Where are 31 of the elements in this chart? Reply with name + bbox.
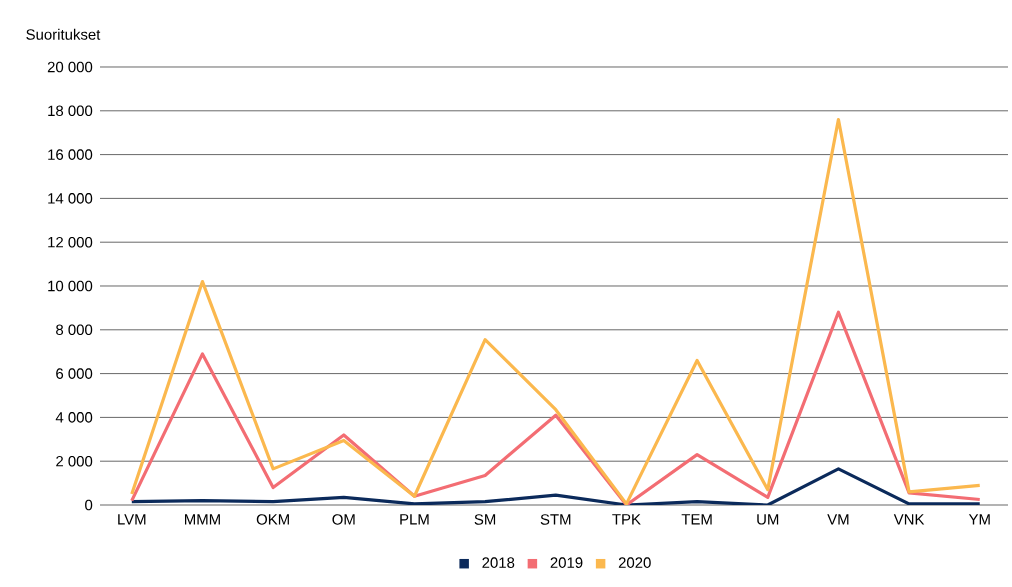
x-tick-label: LVM bbox=[118, 514, 146, 525]
x-tick-label: VM bbox=[827, 514, 849, 525]
x-tick-label: STM bbox=[540, 514, 571, 525]
x-tick-label: YM bbox=[968, 514, 990, 525]
x-tick-label: TEM bbox=[681, 514, 712, 525]
x-tick-label: SM bbox=[474, 514, 496, 525]
x-tick-label: OM bbox=[332, 514, 355, 525]
line-series bbox=[130, 117, 982, 505]
line-series bbox=[130, 467, 982, 505]
y-axis-title: Suoritukset bbox=[26, 28, 101, 40]
x-tick-label: UM bbox=[757, 514, 779, 525]
y-tick-label: 16 000 bbox=[48, 149, 93, 160]
legend-label: 2019 bbox=[550, 557, 583, 568]
x-tick-label: TPK bbox=[612, 514, 641, 525]
x-tick-label: PLM bbox=[400, 514, 429, 525]
y-tick-label: 14 000 bbox=[48, 193, 93, 204]
x-tick-label: OKM bbox=[256, 514, 289, 525]
y-tick-label: 18 000 bbox=[48, 105, 93, 117]
y-tick-label: 10 000 bbox=[48, 280, 93, 292]
line-series bbox=[130, 310, 982, 505]
y-tick-label: 12 000 bbox=[48, 236, 93, 248]
y-tick-label: 6 000 bbox=[56, 368, 93, 379]
y-tick-label: 4 000 bbox=[55, 412, 93, 423]
x-tick-label: MMM bbox=[185, 514, 220, 525]
y-tick-label: 2 000 bbox=[56, 455, 93, 467]
y-tick-label: 20 000 bbox=[47, 61, 93, 73]
y-tick-label: 8 000 bbox=[56, 324, 93, 336]
x-tick-label: VNK bbox=[893, 514, 925, 525]
legend-label: 2020 bbox=[618, 557, 651, 568]
legend-label: 2018 bbox=[482, 557, 515, 568]
y-tick-label: 0 bbox=[85, 499, 93, 511]
